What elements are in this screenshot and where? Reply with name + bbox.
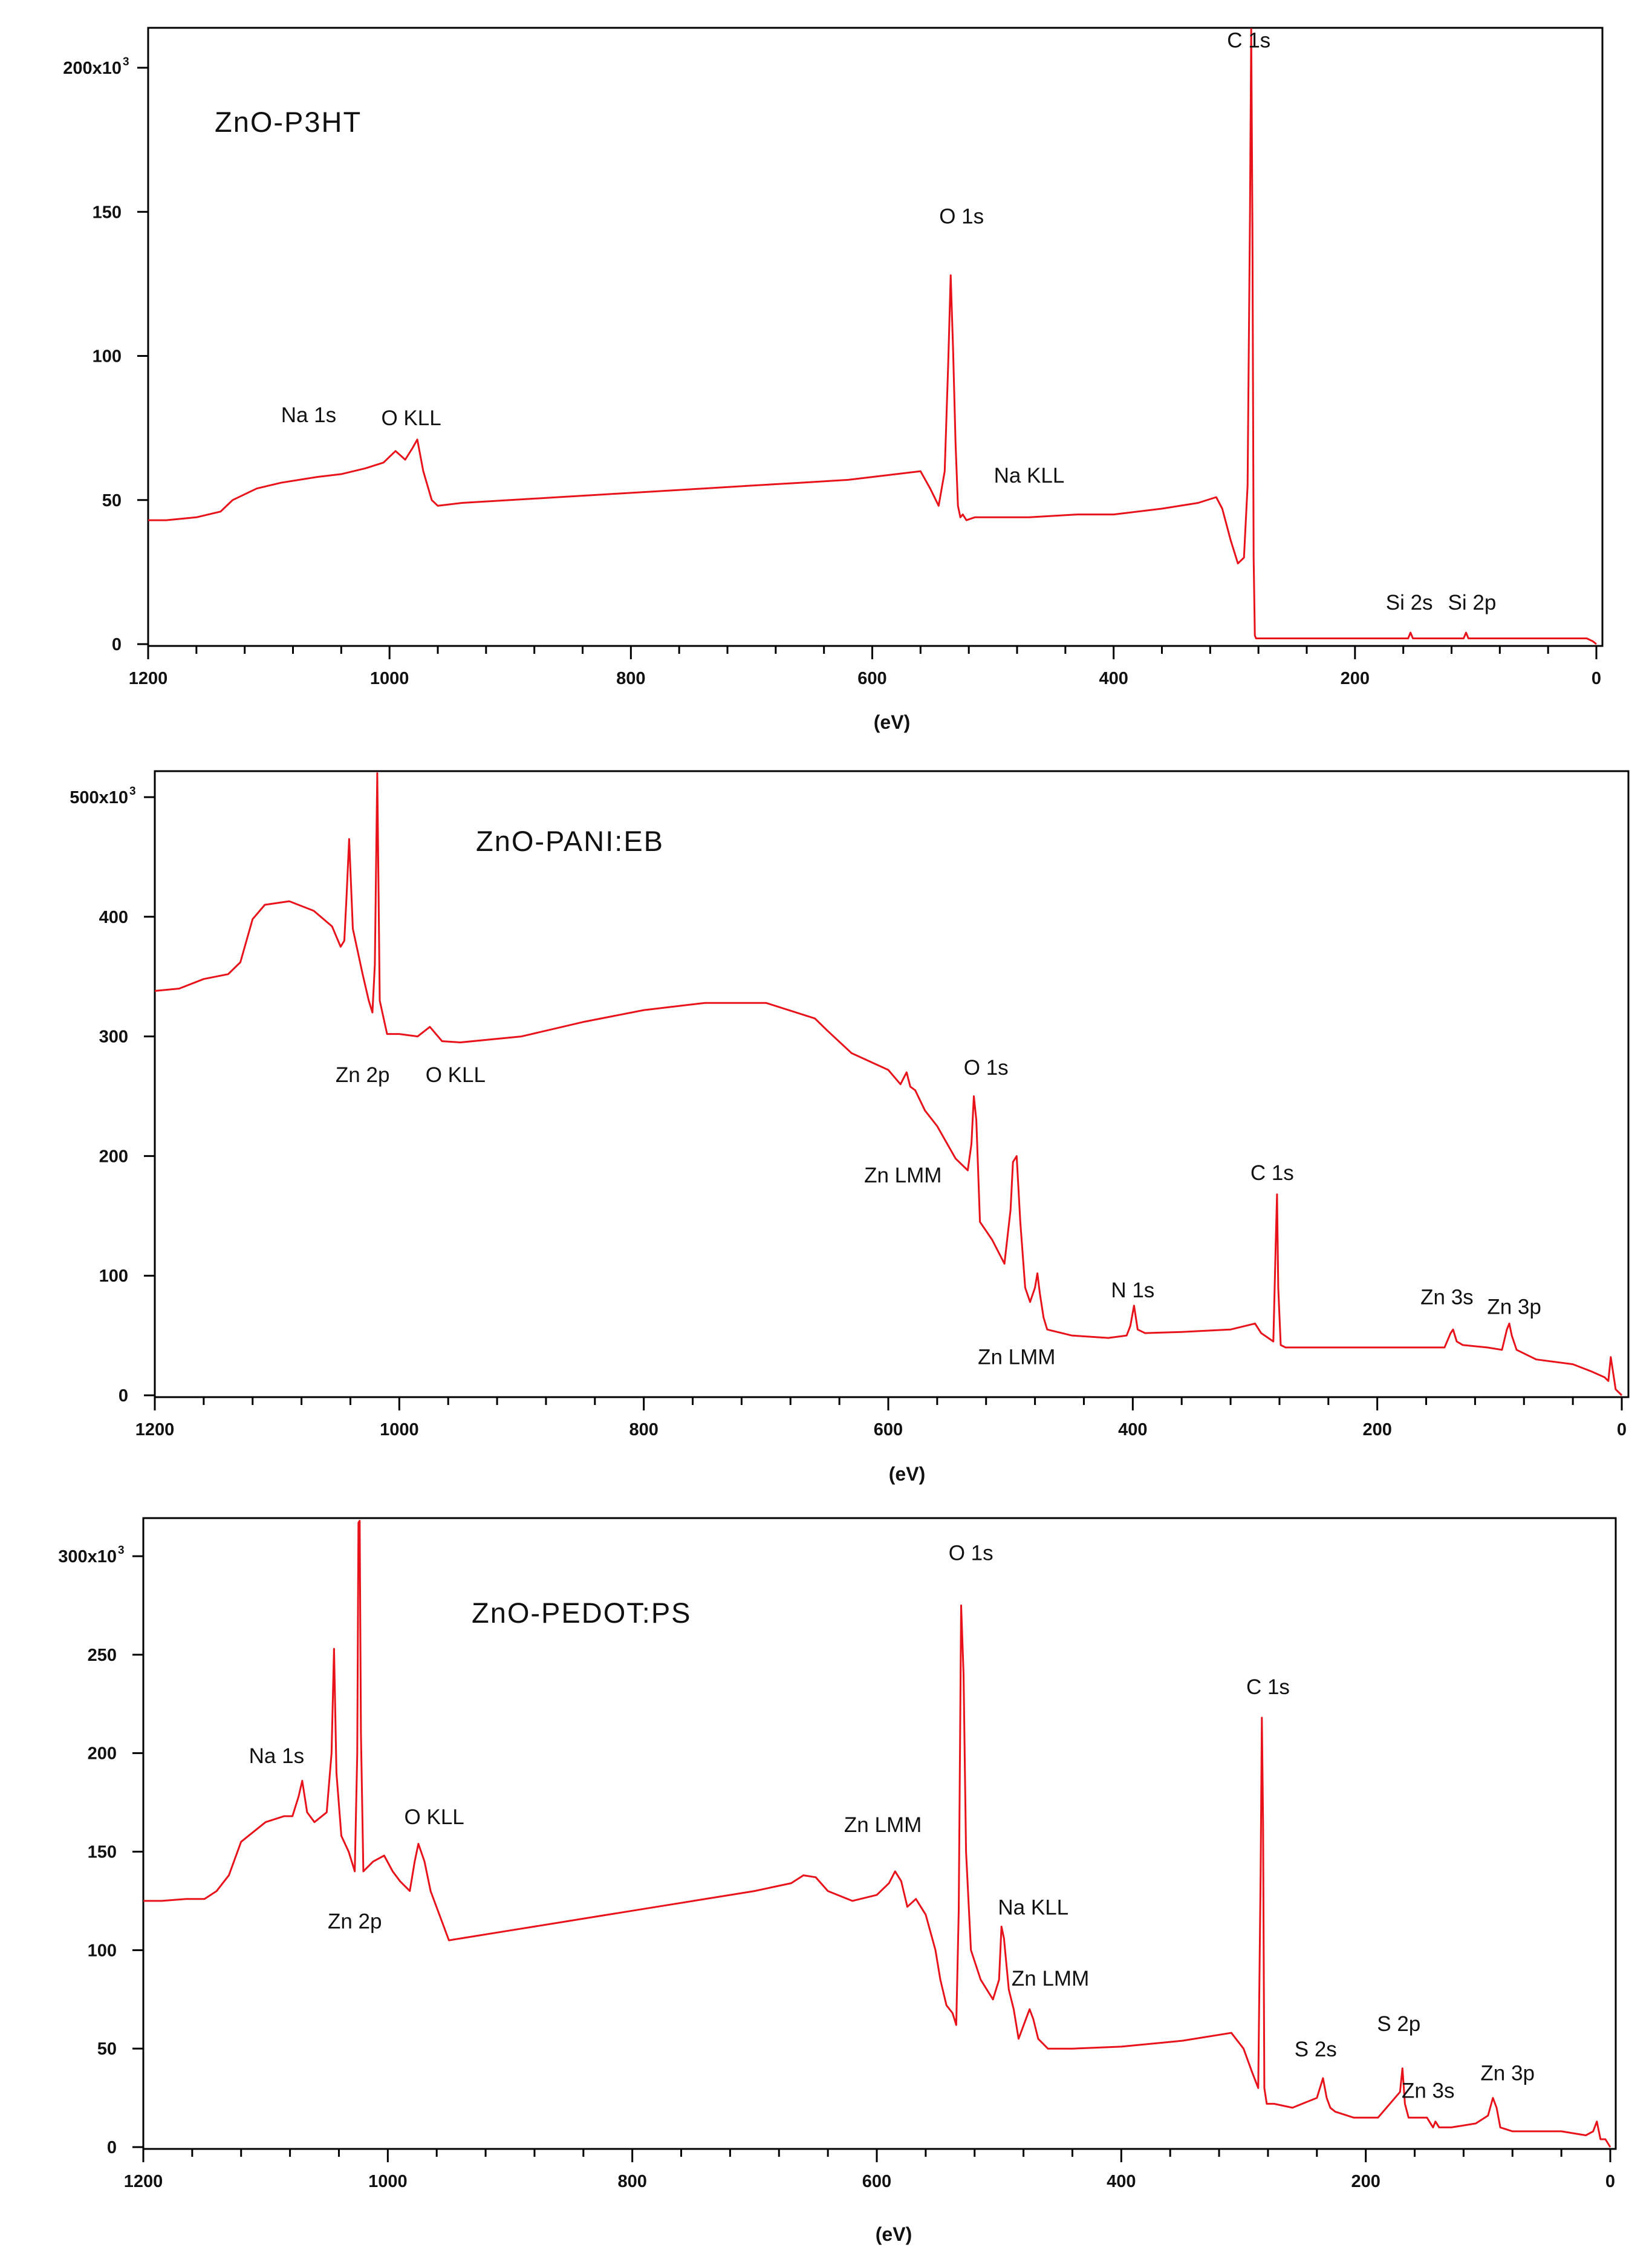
x-tick-label: 1200: [124, 2172, 163, 2191]
peak-annotation: N 1s: [1111, 1279, 1154, 1302]
peak-annotation: C 1s: [1246, 1675, 1290, 1699]
chart-panel-zno-p3ht: 1200 1000 800 600 400 200 0 0 50 100 150 200x10 3 C 1…: [63, 27, 1604, 733]
y-tick-label: 400: [99, 908, 128, 927]
x-tick-label: 1200: [135, 1420, 175, 1439]
peak-annotation: O 1s: [949, 1542, 993, 1565]
peak-annotation: Si 2p: [1448, 591, 1497, 614]
x-tick-label: 800: [616, 669, 645, 688]
peak-annotation: Si 2s: [1386, 591, 1433, 614]
peak-annotation: Zn 3p: [1480, 2061, 1535, 2085]
peak-annotation: Zn LMM: [864, 1164, 941, 1187]
x-axis-label: (eV): [874, 711, 910, 733]
y-tick-label: 200x10: [63, 59, 122, 78]
peak-annotation: O 1s: [964, 1056, 1009, 1080]
peak-annotation: Zn LMM: [844, 1813, 922, 1837]
x-tick-label: 600: [874, 1420, 903, 1439]
x-axis-label: (eV): [889, 1463, 925, 1485]
chart-panel-zno-pedot-ps: 1200 1000 800 600 400 200 0 0 50 100 150 200 250 300x…: [58, 1517, 1617, 2245]
plot-frame: [147, 27, 1604, 647]
series-line-1: [148, 28, 1597, 645]
peak-annotation: O KLL: [381, 406, 441, 430]
y-tick-label: 500x10: [70, 788, 128, 807]
panel-title: ZnO-P3HT: [215, 106, 362, 138]
y-tick-label: 0: [119, 1386, 128, 1406]
x-tick-label: 1000: [370, 669, 409, 688]
panel-title: ZnO-PEDOT:PS: [472, 1597, 692, 1629]
peak-annotation: Na 1s: [249, 1744, 304, 1768]
x-tick-label: 800: [617, 2172, 646, 2191]
y-tick-label: 300: [99, 1028, 128, 1047]
peak-annotation: O KLL: [405, 1805, 464, 1829]
peak-annotation: Zn 3s: [1402, 2079, 1455, 2103]
chart-panel-zno-pani-eb: 1200 1000 800 600 400 200 0 0 100 200 300 400 500x10…: [70, 770, 1630, 1485]
peak-annotation: Zn 2p: [328, 1910, 382, 1934]
x-tick-label: 0: [1592, 669, 1601, 688]
x-tick-label: 400: [1099, 669, 1128, 688]
y-tick-label: 50: [97, 2039, 117, 2059]
peak-annotation: Zn LMM: [1012, 1967, 1089, 1990]
x-tick-label: 0: [1617, 1420, 1627, 1439]
x-tick-label: 0: [1605, 2172, 1615, 2191]
y-tick-label: 100: [99, 1266, 128, 1286]
y-tick-label: 200: [88, 1744, 117, 1764]
peak-annotation: S 2p: [1377, 2012, 1420, 2036]
x-tick-label: 400: [1107, 2172, 1136, 2191]
y-tick-label: 100: [93, 347, 122, 367]
y-multiplier-exponent: 3: [118, 1544, 125, 1557]
x-tick-label: 800: [629, 1420, 658, 1439]
peak-annotation: Zn 2p: [336, 1063, 390, 1087]
x-tick-label: 1000: [380, 1420, 419, 1439]
x-tick-label: 600: [862, 2172, 891, 2191]
y-tick-label: 150: [93, 203, 122, 222]
plot-frame: [154, 770, 1630, 1398]
peak-annotation: S 2s: [1295, 2038, 1337, 2061]
peak-annotation: O 1s: [939, 204, 984, 228]
peak-annotation: Zn 3p: [1487, 1295, 1541, 1319]
x-tick-label: 1200: [129, 669, 168, 688]
peak-annotation: Na KLL: [994, 464, 1065, 487]
peak-annotation: Zn LMM: [978, 1346, 1055, 1369]
y-tick-label: 0: [107, 2138, 117, 2157]
x-tick-label: 400: [1118, 1420, 1147, 1439]
x-tick-label: 1000: [368, 2172, 408, 2191]
y-tick-label: 250: [88, 1646, 117, 1665]
x-tick-label: 200: [1362, 1420, 1391, 1439]
peak-annotation: Na 1s: [281, 403, 336, 427]
x-tick-label: 200: [1341, 669, 1370, 688]
peak-annotation: C 1s: [1250, 1161, 1294, 1185]
series-line-1: [143, 1519, 1611, 2148]
y-multiplier-exponent: 3: [129, 785, 136, 798]
x-axis-label: (eV): [876, 2223, 912, 2245]
peak-annotation: C 1s: [1227, 29, 1270, 53]
y-tick-label: 150: [88, 1843, 117, 1862]
peak-annotation: Na KLL: [998, 1896, 1068, 1920]
panel-title: ZnO-PANI:EB: [476, 825, 664, 857]
y-tick-label: 50: [102, 491, 122, 510]
plot-frame: [142, 1517, 1617, 2150]
x-tick-label: 200: [1351, 2172, 1380, 2191]
x-tick-label: 600: [857, 669, 886, 688]
y-tick-label: 300x10: [58, 1547, 117, 1566]
y-tick-label: 200: [99, 1147, 128, 1166]
y-tick-label: 100: [88, 1941, 117, 1960]
series-line-1: [154, 772, 1623, 1397]
y-multiplier-exponent: 3: [123, 56, 129, 68]
peak-annotation: O KLL: [426, 1063, 486, 1087]
peak-annotation: Zn 3s: [1420, 1286, 1474, 1309]
y-tick-label: 0: [112, 635, 122, 654]
